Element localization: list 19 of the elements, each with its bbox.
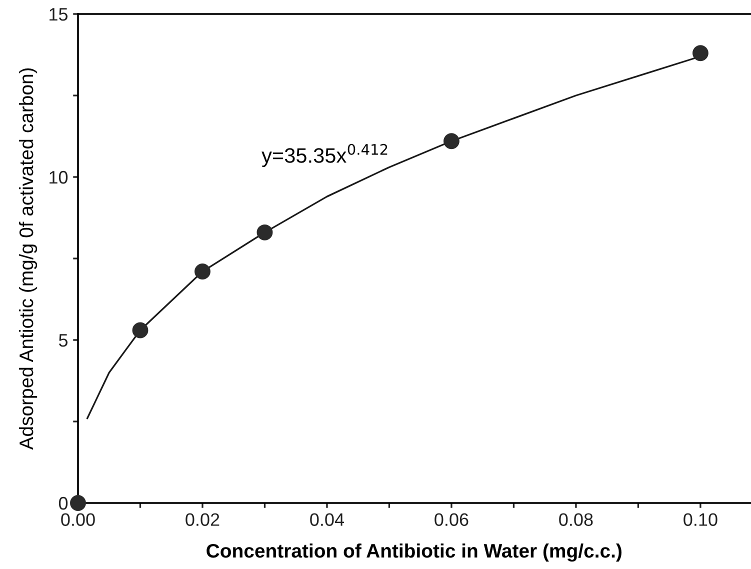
point bbox=[256, 224, 273, 240]
x-axis-title: Concentration of Antibiotic in Water (mg/c.c.) bbox=[206, 543, 622, 562]
point bbox=[443, 133, 460, 150]
x-tick-label: 0.06 bbox=[434, 513, 468, 526]
point bbox=[132, 322, 148, 338]
annotation: y=35.35x$^{0.412}$ bbox=[262, 144, 388, 168]
point bbox=[70, 495, 86, 511]
x-tick-label: 0.00 bbox=[61, 513, 95, 526]
x-tick-label: 0.02 bbox=[186, 513, 220, 526]
x-tick-label: 0.10 bbox=[684, 513, 718, 526]
x-tick-label: 0.04 bbox=[310, 513, 344, 526]
y-tick-label: 0 bbox=[58, 496, 68, 510]
x-tick-label: 0.08 bbox=[559, 513, 593, 526]
point bbox=[194, 264, 210, 280]
y-tick-label: 10 bbox=[50, 170, 68, 184]
y-tick-label: 5 bbox=[58, 334, 68, 347]
point bbox=[692, 45, 708, 62]
y-axis-title: Adsorped Antiotic (mg/g 0f activated carbon) bbox=[18, 68, 38, 450]
y-tick-label: 15 bbox=[50, 8, 68, 21]
